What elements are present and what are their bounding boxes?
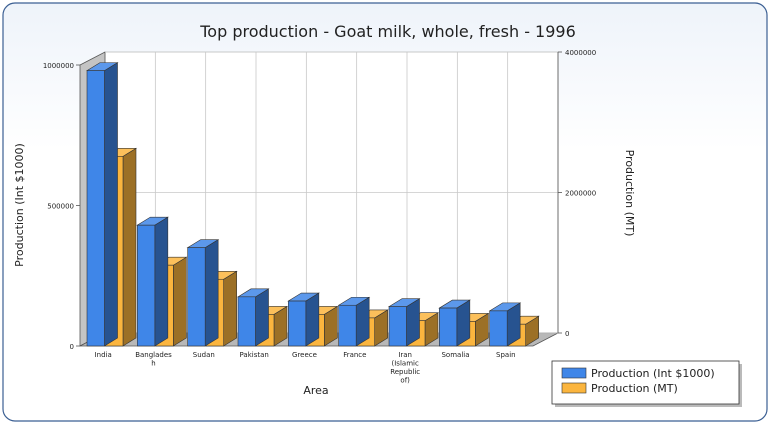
bar-int-front [187,247,206,347]
bar-int [488,302,522,347]
category-label: Greece [292,351,317,359]
bar-int [387,298,421,347]
bar-int-front [439,307,458,347]
bar-int-side [255,288,269,347]
category-label-line: of) [400,377,410,385]
category-label: India [95,351,112,359]
legend-swatch [561,367,587,379]
bar-mt-side [173,256,187,347]
bar-int-front [489,310,508,347]
legend-label: Production (MT) [591,382,678,395]
bar-int-side [154,216,169,347]
bar-int [438,299,471,347]
category-label-line: (Islamic [392,360,419,368]
bar-int-side [355,296,370,347]
right-tick-label: 4000000 [565,49,596,57]
plot-area: 0 500000 1000000 0 2000000 4000000 India Bangla… [43,49,596,385]
bar-int-side [204,239,219,347]
category-label: France [343,351,366,359]
category-label-line: France [343,351,366,359]
bar-mt-side [223,270,237,347]
legend-swatch [561,382,587,394]
bar-int [337,296,371,347]
legend: Production (Int $1000) Production (MT) [551,360,742,407]
bar-int-side [305,292,320,347]
category-label-line: Republic [390,368,420,376]
left-tick-label: 500000 [47,203,74,211]
bar-int [287,292,320,347]
category-label-line: h [151,360,155,368]
bar-int-front [137,224,156,347]
category-label: Iran (Islamic Republic of) [390,351,420,385]
category-label: Pakistan [240,351,269,359]
chart-title: Top production - Goat milk, whole, fresh… [199,22,576,41]
right-tick-label: 0 [565,330,569,338]
left-tick-label: 1000000 [43,62,74,70]
bar-int [136,216,169,347]
left-tick-label: 0 [70,343,74,351]
bar-mt-side [122,147,137,347]
category-label: Somalia [441,351,469,359]
bar-int [186,239,220,347]
right-tick-label: 2000000 [565,190,596,198]
category-label-line: Iran [398,351,412,359]
category-label: Banglades h [135,351,172,368]
category-label-line: Somalia [441,351,469,359]
bar-int-front [288,300,307,347]
category-label-line: Banglades [135,351,172,359]
x-axis-label: Area [303,384,328,397]
category-label-line: Sudan [193,351,215,359]
y-axis-label-left: Production (Int $1000) [13,143,26,267]
bar-int [236,288,270,347]
category-label-line: Greece [292,351,317,359]
category-label: Spain [496,351,516,359]
category-label-line: Pakistan [240,351,269,359]
y-axis-label-right: Production (MT) [623,150,636,237]
bar-int [85,62,119,347]
category-label-line: India [95,351,112,359]
bar-int-side [104,62,118,347]
category-label-line: Spain [496,351,516,359]
category-label: Sudan [193,351,215,359]
bar-int-front [86,70,105,347]
legend-label: Production (Int $1000) [591,367,715,380]
bar-int-front [338,304,357,347]
bar-int-front [237,296,256,347]
bar-int-front [388,306,407,347]
